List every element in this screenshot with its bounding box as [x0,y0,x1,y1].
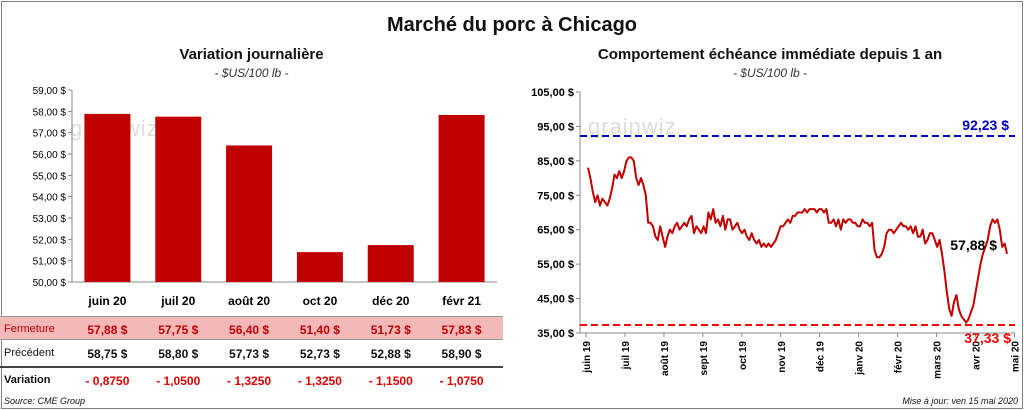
x-tick-label: nov 19 [777,341,788,373]
x-tick-label: juil 20 [160,294,195,308]
x-tick-label: août 20 [228,294,270,308]
y-tick-label: 59,00 $ [33,86,67,97]
row-label: Fermeture [4,323,55,335]
table-cell: 57,83 $ [441,323,482,337]
y-tick-label: 53,00 $ [33,214,67,225]
table-cell: 51,40 $ [299,323,340,337]
x-tick-label: déc 20 [372,294,410,308]
table-cell: 58,75 $ [87,347,128,361]
x-tick-label: févr 21 [442,294,481,308]
y-tick-label: 57,00 $ [33,129,67,140]
right-chart-unit: - $US/100 lb - [732,66,808,80]
left-chart-title: Variation journalière [179,46,324,63]
table-cell: - 1,3250 [297,374,342,388]
x-tick-label: juin 20 [87,294,126,308]
y-tick-label: 35,00 $ [537,328,574,340]
x-tick-label: mai 20 [1010,341,1021,373]
bar [438,114,485,283]
left-chart-unit: - $US/100 lb - [214,66,289,80]
y-tick-label: 51,00 $ [33,257,67,268]
x-tick-label: août 19 [660,341,671,376]
right-chart-title: Comportement échéance immédiate depuis 1… [597,46,943,63]
x-tick-label: déc 19 [816,341,827,373]
table-row-fermeture: Fermeture 57,88 $ 57,75 $ 56,40 $ 51,40 $ 51… [0,316,503,340]
x-tick-label: juin 19 [582,341,593,374]
x-tick-label: juil 19 [621,341,632,371]
x-tick-label: avr 20 [972,341,983,370]
bar [296,252,343,282]
y-tick-label: 65,00 $ [537,225,574,237]
bar [226,145,273,282]
bar [84,113,131,282]
x-tick-label: mars 20 [933,341,944,379]
table-cell: - 1,0750 [439,374,484,388]
y-tick-label: 55,00 $ [33,171,67,182]
table-cell: 58,90 $ [441,347,482,361]
update-note: Mise à jour: ven 15 mai 2020 [902,396,1018,406]
y-tick-label: 85,00 $ [537,156,574,168]
table-cell: 57,88 $ [87,323,128,337]
last-value-label: 57,88 $ [950,237,997,253]
y-tick-label: 105,00 $ [531,87,574,99]
y-tick-label: 75,00 $ [537,190,574,202]
high-label: 92,23 $ [962,117,1009,133]
y-tick-label: 54,00 $ [33,193,67,204]
source-note: Source: CME Group [4,396,86,406]
table-cell: 57,73 $ [229,347,270,361]
table-row-variation: Variation - 0,8750 - 1,0500 - 1,3250 - 1,32… [0,366,503,390]
table-cell: - 0,8750 [85,374,130,388]
x-tick-label: janv 20 [855,341,866,376]
row-label: Variation [4,374,51,386]
line-chart: 35,00 $ 45,00 $ 55,00 $ 65,00 $ 75,00 $ 85,00… [531,87,1021,379]
y-tick-label: 58,00 $ [33,107,67,118]
price-series-line [587,156,1008,324]
table-cell: 58,80 $ [158,347,199,361]
table-cell: 57,75 $ [158,323,199,337]
y-tick-label: 45,00 $ [537,294,574,306]
y-tick-label: 95,00 $ [537,121,574,133]
x-tick-label: oct 19 [738,341,749,370]
main-title: Marché du porc à Chicago [386,14,638,36]
table-row-precedent: Précédent 58,75 $ 58,80 $ 57,73 $ 52,73 $ 52… [0,341,503,365]
table-cell: - 1,0500 [156,374,201,388]
y-tick-label: 55,00 $ [537,259,574,271]
y-tick-label: 50,00 $ [33,278,67,289]
row-label: Précédent [4,347,55,359]
table-cell: 52,73 $ [299,347,340,361]
low-label: 37,33 $ [964,330,1011,346]
bar [367,245,414,282]
table-cell: 52,88 $ [370,347,411,361]
bar-chart: 50,00 $ 51,00 $ 52,00 $ 53,00 $ 54,00 $ 55,00… [33,86,497,308]
y-tick-label: 56,00 $ [33,150,67,161]
table-cell: - 1,1500 [368,374,413,388]
y-tick-label: 52,00 $ [33,235,67,246]
table-cell: - 1,3250 [227,374,272,388]
table-cell: 51,73 $ [370,323,411,337]
table-cell: 56,40 $ [229,323,270,337]
x-tick-label: oct 20 [303,294,338,308]
bar [155,116,202,282]
watermark-right: grainwiz [588,114,677,139]
x-tick-label: févr 20 [894,341,905,374]
x-tick-label: sept 19 [699,341,710,376]
